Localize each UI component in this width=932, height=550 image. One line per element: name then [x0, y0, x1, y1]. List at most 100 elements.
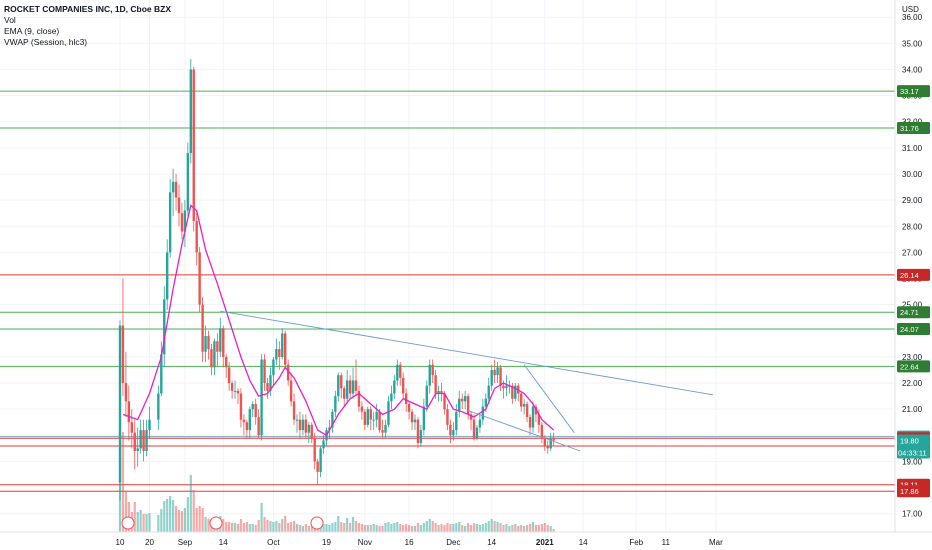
candle-body — [360, 406, 364, 412]
volume-bar — [517, 526, 520, 532]
candle-body — [322, 440, 325, 449]
candle-body — [242, 419, 246, 423]
volume-bar — [511, 525, 514, 532]
level-badge — [897, 485, 930, 498]
candle-body — [298, 419, 302, 431]
volume-bar — [369, 525, 372, 532]
candle-body — [139, 430, 142, 449]
volume-bar — [360, 524, 363, 532]
time-tick-label: Dec — [446, 538, 460, 547]
volume-bar — [236, 524, 240, 532]
volume-bar — [163, 501, 166, 532]
candle-body — [316, 461, 319, 472]
candle-body — [543, 437, 546, 446]
candle-body — [207, 336, 210, 350]
volume-bar — [260, 503, 263, 532]
candle-body — [227, 367, 231, 384]
volume-bar — [133, 502, 136, 532]
volume-bar — [354, 521, 358, 532]
level-badge — [897, 360, 930, 373]
volume-bar — [431, 521, 434, 532]
candle-body — [130, 422, 133, 433]
time-axis[interactable] — [0, 532, 932, 550]
volume-bar — [384, 523, 387, 532]
price-tick-label: 22.00 — [902, 379, 923, 388]
volume-bar — [481, 524, 484, 532]
candle-body — [239, 393, 243, 420]
candle-body — [222, 328, 225, 357]
candle-body — [160, 354, 163, 394]
candle-body — [402, 377, 405, 394]
legend-vwap[interactable]: VWAP (Session, hlc3) — [4, 37, 88, 47]
volume-bar — [549, 526, 552, 532]
earnings-icon — [310, 516, 324, 530]
volume-bar — [272, 522, 275, 532]
volume-bar — [334, 522, 337, 532]
candle-body — [446, 409, 449, 425]
volume-bar — [160, 509, 163, 532]
volume-bar — [505, 524, 508, 532]
candle-body — [334, 396, 337, 412]
candle-body — [284, 333, 287, 365]
candle-body — [307, 424, 310, 433]
candle-body — [343, 388, 346, 399]
ema-polyline — [122, 204, 555, 437]
candle-body — [275, 349, 278, 360]
volume-bar — [304, 524, 307, 532]
candle-body — [449, 424, 452, 436]
volume-bar — [349, 523, 352, 532]
candle-body — [505, 385, 508, 389]
candle-body — [478, 419, 482, 428]
volume-bar — [496, 522, 499, 532]
volume-bar — [186, 497, 189, 532]
candle-body — [413, 419, 417, 423]
candle-body — [189, 69, 192, 154]
volume-bar — [343, 523, 346, 532]
volume-bar — [422, 523, 425, 532]
candle-body — [404, 393, 408, 404]
candle-body — [124, 383, 128, 402]
price-tick-label: 29.00 — [902, 196, 923, 205]
volume-bar — [387, 522, 390, 532]
candle-body — [216, 341, 219, 352]
candle-body — [393, 380, 396, 394]
volume-bar — [346, 518, 349, 532]
candle-body — [378, 411, 381, 431]
legend-ema[interactable]: EMA (9, close) — [4, 26, 60, 36]
volume-bar — [372, 524, 375, 532]
candle-body — [384, 424, 387, 433]
volume-bar — [437, 525, 440, 532]
volume-bar — [552, 529, 555, 532]
candle-body — [272, 359, 275, 376]
volume-bar — [310, 525, 313, 532]
candle-body — [195, 221, 198, 253]
candle-body — [257, 417, 260, 436]
volume-bar — [366, 525, 369, 532]
volume-bar — [502, 525, 505, 532]
candle-body — [310, 424, 313, 438]
candle-body — [434, 375, 437, 394]
legend-vol[interactable]: Vol — [4, 15, 16, 25]
candle-body — [357, 390, 361, 407]
candle-body — [369, 409, 372, 420]
candle-body — [437, 390, 440, 394]
candle-body — [281, 333, 284, 357]
volume-bar — [546, 525, 549, 532]
time-tick-label: Sep — [178, 538, 193, 547]
candle-body — [254, 403, 257, 418]
volume-bar — [295, 524, 299, 532]
time-tick-label: Nov — [358, 538, 372, 547]
candle-body — [319, 448, 322, 472]
volume-bar — [413, 526, 417, 532]
candle-body — [549, 437, 552, 449]
volume-bar — [292, 521, 296, 532]
candle-body — [487, 385, 490, 399]
legend-symbol[interactable]: ROCKET COMPANIES INC, 1D, Cboe BZX — [4, 4, 172, 14]
volume-bar — [490, 519, 493, 532]
candle-body — [157, 393, 160, 420]
candle-body — [390, 393, 393, 402]
candle-body — [213, 341, 216, 368]
level-badge — [897, 306, 930, 319]
candle-body — [163, 299, 166, 355]
